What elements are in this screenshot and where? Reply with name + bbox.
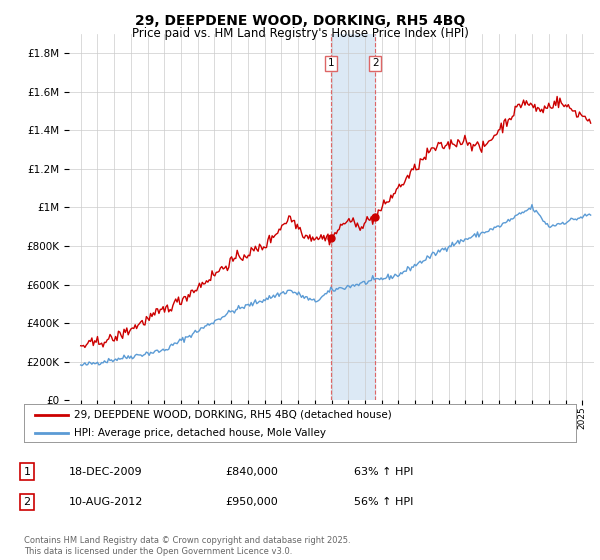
Text: HPI: Average price, detached house, Mole Valley: HPI: Average price, detached house, Mole… (74, 428, 326, 438)
Text: 56% ↑ HPI: 56% ↑ HPI (354, 497, 413, 507)
Bar (331, 34, 375, 400)
Text: 2: 2 (372, 58, 379, 68)
Text: 18-DEC-2009: 18-DEC-2009 (69, 466, 143, 477)
Text: 29, DEEPDENE WOOD, DORKING, RH5 4BQ: 29, DEEPDENE WOOD, DORKING, RH5 4BQ (135, 14, 465, 28)
Text: 1: 1 (328, 58, 334, 68)
Text: 63% ↑ HPI: 63% ↑ HPI (354, 466, 413, 477)
Text: £840,000: £840,000 (225, 466, 278, 477)
Text: 1: 1 (23, 466, 31, 477)
Text: 2: 2 (23, 497, 31, 507)
Text: 29, DEEPDENE WOOD, DORKING, RH5 4BQ (detached house): 29, DEEPDENE WOOD, DORKING, RH5 4BQ (det… (74, 409, 391, 419)
Text: 10-AUG-2012: 10-AUG-2012 (69, 497, 143, 507)
Text: Contains HM Land Registry data © Crown copyright and database right 2025.
This d: Contains HM Land Registry data © Crown c… (24, 536, 350, 556)
Text: £950,000: £950,000 (225, 497, 278, 507)
Text: Price paid vs. HM Land Registry's House Price Index (HPI): Price paid vs. HM Land Registry's House … (131, 27, 469, 40)
